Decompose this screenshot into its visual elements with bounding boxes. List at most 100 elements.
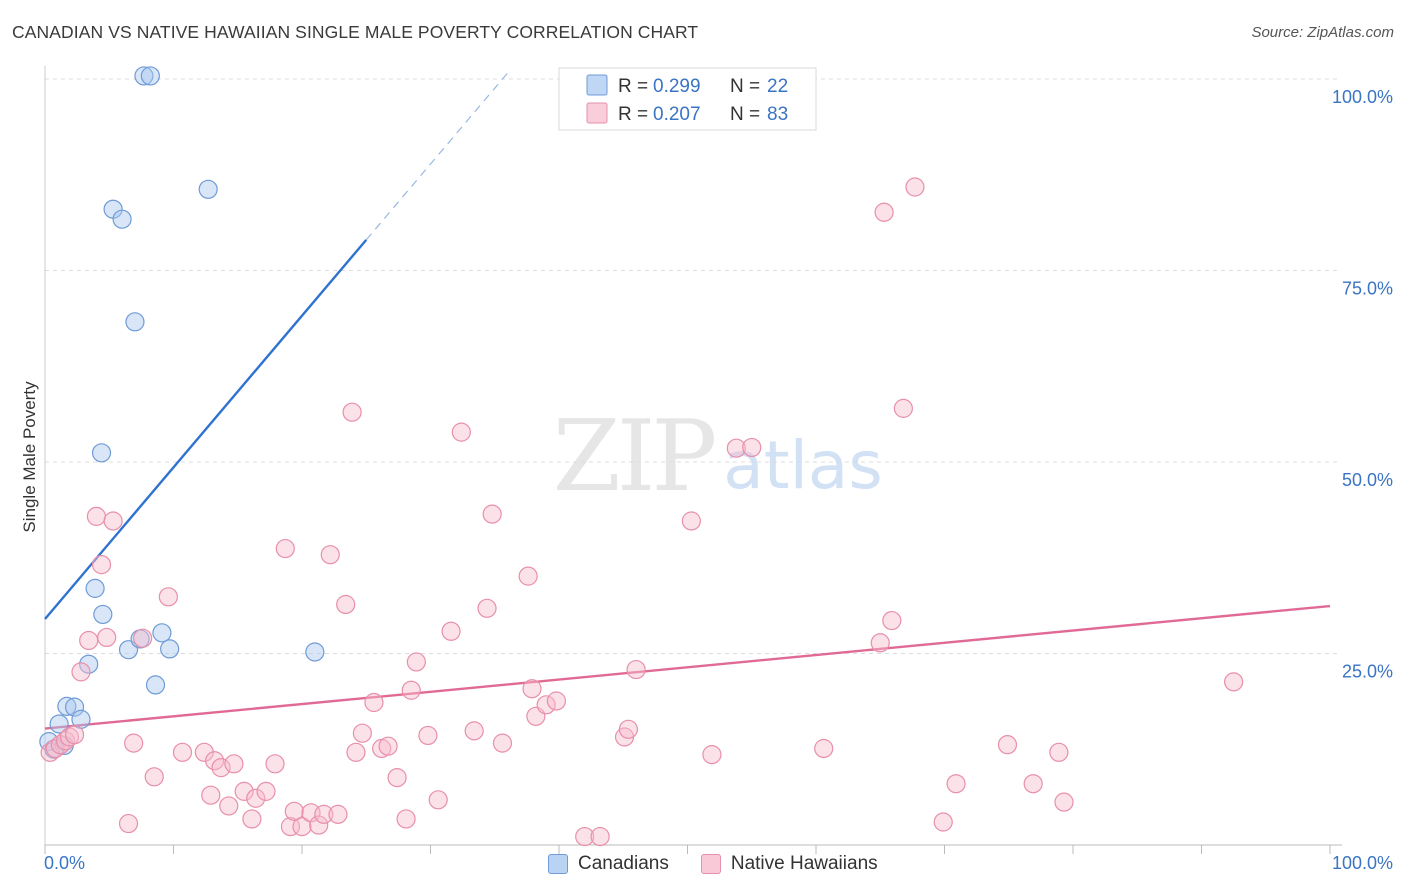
native-hawaiians-point: [387, 767, 407, 788]
native-hawaiians-point: [681, 511, 701, 531]
native-hawaiians-point: [336, 594, 356, 615]
native-hawaiians-point: [946, 774, 966, 794]
legend-item-canadians[interactable]: Canadians: [548, 853, 669, 875]
native-hawaiians-point: [997, 735, 1018, 755]
native-hawaiians-point: [224, 754, 244, 774]
native-hawaiians-point: [482, 504, 502, 524]
native-hawaiians-point: [71, 662, 91, 682]
watermark-atlas: atlas: [723, 427, 883, 504]
y-tick-label: 75.0%: [1342, 279, 1393, 299]
native-hawaiians-point: [618, 719, 638, 739]
native-hawaiians-point: [575, 826, 595, 847]
legend-label: Native Hawaiians: [730, 853, 878, 874]
native-hawaiians-point: [118, 813, 139, 834]
stats-r-label: R =: [618, 76, 648, 97]
native-hawaiians-point: [352, 723, 372, 743]
native-hawaiians-point: [870, 633, 890, 653]
tick-labels: 25.0% 50.0% 75.0% 100.0% 0.0% 100.0%: [44, 87, 1393, 873]
native-hawaiians-point: [418, 725, 438, 746]
axes: [44, 66, 1342, 854]
native-hawaiians-point: [328, 804, 348, 824]
native-hawaiians-point: [211, 758, 231, 778]
source-credit: Source: ZipAtlas.com: [1251, 24, 1394, 41]
native-hawaiians-point: [219, 796, 239, 816]
canadians-point: [93, 604, 113, 625]
y-tick-label: 100.0%: [1332, 87, 1393, 107]
native-hawaiians-point: [280, 817, 301, 837]
native-hawaiians-point: [742, 437, 762, 458]
native-hawaiians-point: [201, 785, 221, 805]
native-hawaiians-point: [172, 742, 193, 762]
y-tick-label: 50.0%: [1342, 470, 1393, 490]
y-axis-label: Single Male Poverty: [20, 381, 39, 533]
native-hawaiians-point: [1049, 742, 1069, 762]
x-tick-label: 0.0%: [44, 853, 85, 873]
native-hawaiians-point: [86, 506, 107, 526]
native-hawaiians-point: [342, 402, 362, 422]
native-hawaiians-point: [590, 826, 610, 847]
stats-n-label: N =: [730, 104, 760, 125]
native-hawaiians-point: [451, 422, 471, 442]
canadians-trend-extension: [365, 72, 509, 241]
native-hawaiians-point: [40, 742, 60, 762]
stats-r-value: 0.299: [653, 76, 701, 97]
native-hawaiians-point: [401, 680, 421, 700]
native-hawaiians-point: [626, 659, 646, 680]
native-hawaiians-point: [242, 809, 262, 829]
legend-swatch-blue: [548, 854, 568, 874]
stats-legend-swatch-blue: [586, 74, 608, 96]
canadians-point: [79, 654, 99, 674]
legend-item-native-hawaiians[interactable]: Native Hawaiians: [700, 853, 878, 875]
native-hawaiians-point: [292, 817, 312, 837]
canadians-point: [125, 312, 145, 332]
canadians-point: [57, 696, 77, 716]
watermark: ZIP atlas: [553, 400, 883, 514]
native-hawaiians-point: [265, 754, 285, 774]
canadians-point: [145, 675, 166, 695]
native-hawaiians-point: [314, 804, 334, 824]
native-hawaiians-point: [882, 610, 902, 631]
native-hawaiians-point: [97, 627, 117, 648]
native-hawaiians-point: [256, 781, 276, 801]
stats-legend-swatch-pink: [586, 102, 608, 124]
stats-r-label: R =: [618, 104, 648, 125]
native-hawaiians-point: [320, 545, 340, 565]
native-hawaiians-point: [396, 809, 416, 829]
native-hawaiians-point: [275, 538, 295, 559]
native-hawaiians-point: [364, 692, 384, 713]
native-hawaiians-point: [536, 695, 556, 715]
canadians-point: [305, 642, 325, 662]
canadians-point: [91, 443, 112, 463]
native-hawaiians-point: [346, 742, 366, 762]
canadians-point: [160, 639, 180, 659]
y-tick-label: 25.0%: [1342, 662, 1393, 682]
native-hawaiians-point: [1224, 672, 1244, 692]
bottom-legend: Canadians Native Hawaiians: [548, 852, 910, 876]
canadians-point: [85, 578, 105, 598]
stats-n-value: 83: [767, 104, 788, 125]
canadians-point: [152, 623, 172, 643]
native-hawaiians-point: [284, 801, 304, 821]
native-hawaiians-point: [144, 767, 164, 787]
canadians-point: [198, 179, 218, 199]
native-hawaiians-point: [522, 679, 542, 699]
native-hawaiians-point: [406, 652, 426, 672]
stats-n-value: 22: [767, 76, 788, 97]
canadians-point: [134, 66, 154, 86]
native-hawaiians-point: [546, 691, 567, 711]
native-hawaiians-trend-line: [44, 604, 1331, 730]
native-hawaiians-point: [309, 815, 329, 835]
native-hawaiians-point: [246, 788, 266, 808]
native-hawaiians-point: [477, 598, 497, 618]
stats-r-value: 0.207: [653, 104, 701, 125]
canadians-point: [112, 209, 132, 229]
native-hawaiians-point: [814, 738, 834, 759]
native-hawaiians-point: [464, 721, 484, 741]
canadians-point: [140, 66, 160, 86]
canadians-point: [49, 714, 69, 734]
grid: [45, 78, 1340, 654]
native-hawaiians-point: [378, 736, 398, 756]
data-points: [39, 66, 1244, 847]
canadians-point: [64, 697, 85, 717]
